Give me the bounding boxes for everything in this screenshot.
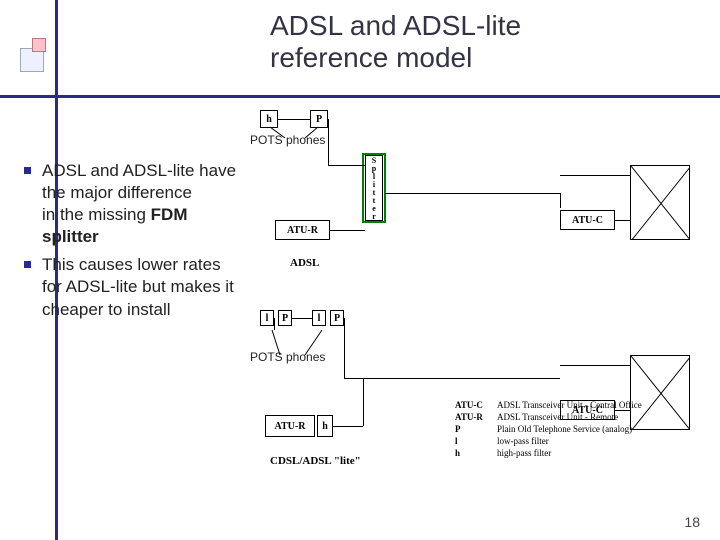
atu-r-box: ATU-R <box>275 220 330 240</box>
cdsl-caption: CDSL/ADSL "lite" <box>270 455 361 467</box>
legend-v-0: ADSL Transceiver Unit - Central Office <box>497 400 642 410</box>
h-box-2: h <box>317 415 333 437</box>
legend-k-3: l <box>455 436 497 446</box>
title-line-2: reference model <box>270 42 521 74</box>
page-title: ADSL and ADSL-lite reference model <box>270 10 521 74</box>
legend-v-4: high-pass filter <box>497 448 551 458</box>
bullet-1-text: ADSL and ADSL-lite have the major differ… <box>42 161 236 224</box>
bullet-list: ADSL and ADSL-lite have the major differ… <box>20 160 245 327</box>
switch-x-2 <box>630 355 690 430</box>
atu-c-box: ATU-C <box>560 210 615 230</box>
legend-k-2: P <box>455 424 497 434</box>
legend-k-4: h <box>455 448 497 458</box>
adsl-diagram: h P POTS phones Splitter ATU-R ATU-C ADS… <box>250 105 700 275</box>
page-number: 18 <box>684 514 700 530</box>
switch-x <box>630 165 690 240</box>
title-line-1: ADSL and ADSL-lite <box>270 10 521 42</box>
legend-v-3: low-pass filter <box>497 436 549 446</box>
atu-r-box-2: ATU-R <box>265 415 315 437</box>
pots-arrows-1 <box>250 105 370 145</box>
splitter-box: Splitter <box>365 155 383 221</box>
legend-k-0: ATU-C <box>455 400 497 410</box>
legend-k-1: ATU-R <box>455 412 497 422</box>
bullet-1: ADSL and ADSL-lite have the major differ… <box>20 160 245 248</box>
slide-logo <box>20 38 50 68</box>
title-underline <box>0 95 720 98</box>
legend-v-2: Plain Old Telephone Service (analog) <box>497 424 632 434</box>
adsl-caption: ADSL <box>290 257 319 269</box>
bullet-2: This causes lower rates for ADSL-lite bu… <box>20 254 245 320</box>
adsl-lite-diagram: l P l P POTS phones ATU-R h ATU-C CDSL/A… <box>250 300 700 490</box>
legend-v-1: ADSL Transceiver Unit - Remote <box>497 412 618 422</box>
